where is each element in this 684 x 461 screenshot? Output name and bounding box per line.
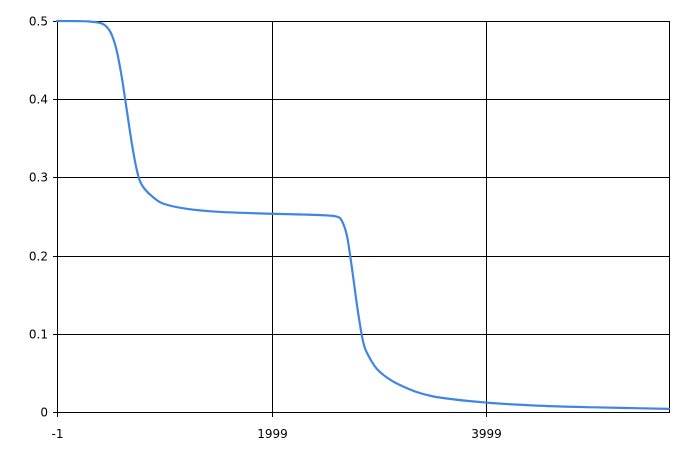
x-tick-label: -1: [52, 427, 64, 441]
axes: [53, 21, 670, 417]
y-tick-label: 0.3: [29, 171, 48, 185]
series-layer: [55, 19, 671, 410]
y-tick-label: 0.5: [29, 15, 48, 29]
y-tick-label: 0.1: [29, 328, 48, 342]
series-line: [55, 19, 671, 410]
x-tick-label: 1999: [257, 427, 288, 441]
tick-labels: 0 0.1 0.2 0.3 0.4 0.5 -1 1999 3999: [29, 15, 502, 442]
x-tick-label: 3999: [471, 427, 502, 441]
y-tick-label: 0.4: [29, 93, 48, 107]
y-tick-label: 0: [40, 406, 48, 420]
y-tick-label: 0.2: [29, 250, 48, 264]
grid: [57, 21, 669, 412]
